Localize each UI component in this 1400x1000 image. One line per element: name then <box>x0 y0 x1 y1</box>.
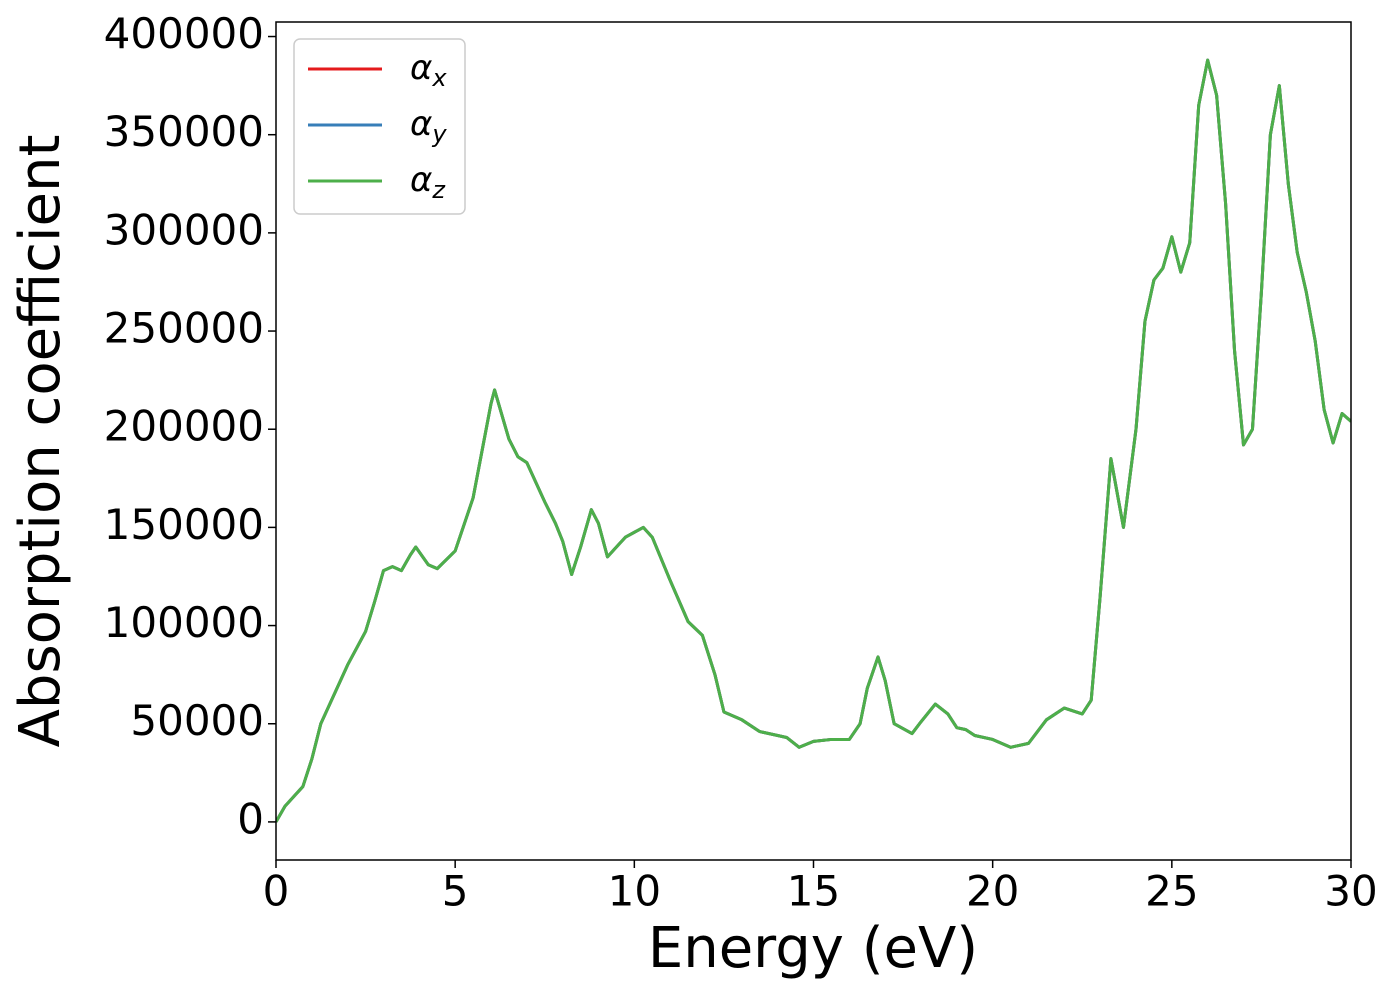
x-tick-label: 20 <box>966 867 1019 916</box>
legend-label: αx <box>410 48 447 93</box>
y-tick-label: 400000 <box>104 9 264 58</box>
x-tick-label: 10 <box>608 867 661 916</box>
y-tick-label: 300000 <box>104 205 264 254</box>
x-tick-label: 5 <box>442 867 469 916</box>
y-tick-label: 250000 <box>104 304 264 353</box>
x-tick-label: 15 <box>787 867 840 916</box>
x-tick-label: 0 <box>263 867 290 916</box>
y-tick-label: 0 <box>237 794 264 843</box>
y-tick-label: 350000 <box>104 107 264 156</box>
y-tick-label: 50000 <box>130 696 264 745</box>
x-axis-label: Energy (eV) <box>648 916 978 981</box>
x-tick-label: 25 <box>1145 867 1198 916</box>
y-tick-label: 200000 <box>104 402 264 451</box>
plot-frame <box>275 21 1352 861</box>
y-tick-label: 150000 <box>104 500 264 549</box>
x-tick-label: 30 <box>1324 867 1377 916</box>
legend-label: αz <box>410 160 446 205</box>
legend-label: αy <box>410 104 447 149</box>
y-axis-label: Absorption coefficient <box>8 135 73 748</box>
line-series <box>276 58 1351 823</box>
y-tick-label: 100000 <box>104 598 264 647</box>
